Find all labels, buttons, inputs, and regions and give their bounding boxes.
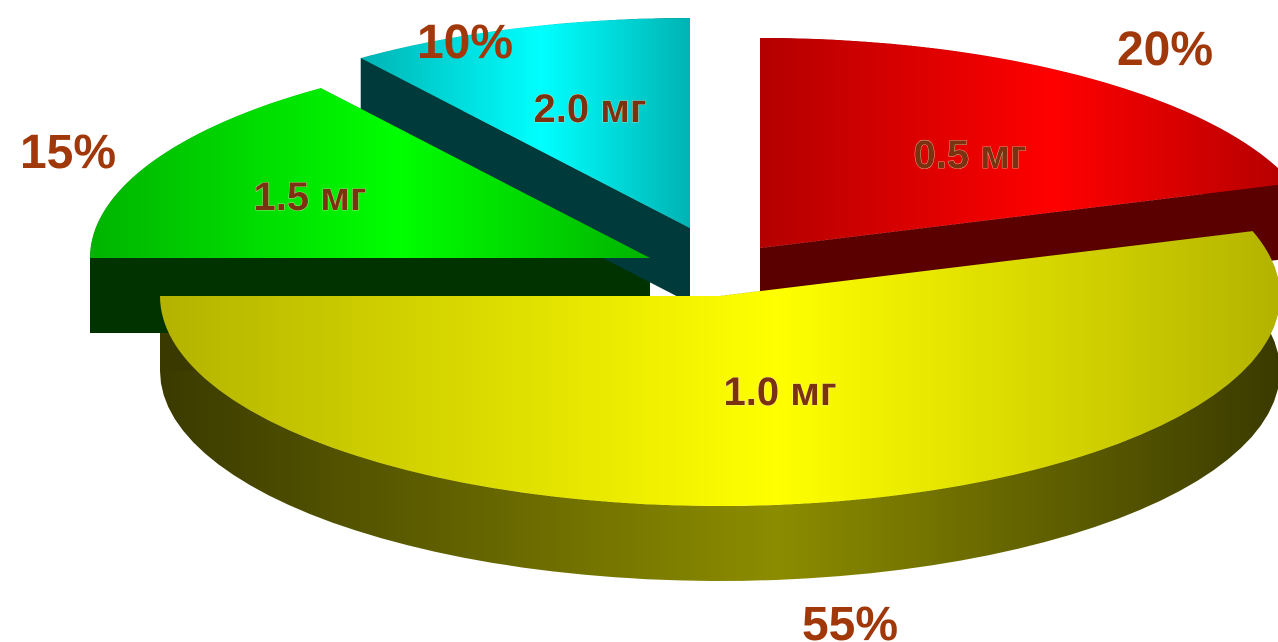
- slice-label-1: 1.0 мг: [724, 370, 837, 414]
- slice-labels: 0.5 мг 1.0 мг 1.5 мг 2.0 мг: [253, 87, 1027, 415]
- slice-2: [90, 88, 650, 258]
- percent-labels: 20% 55% 15% 10%: [20, 16, 1213, 642]
- percent-label-2: 15%: [20, 126, 116, 179]
- slice-label-0: 0.5 мг: [914, 133, 1027, 177]
- percent-label-0: 20%: [1117, 23, 1213, 76]
- slice-label-3: 2.0 мг: [534, 87, 647, 131]
- slice-1: [160, 231, 1278, 507]
- slice-3: [360, 18, 690, 228]
- slice-tops: [90, 18, 1278, 507]
- percent-label-1: 55%: [802, 598, 898, 642]
- slice-wall-1: [160, 231, 1278, 581]
- percent-label-3: 10%: [417, 16, 513, 69]
- slice-label-2: 1.5 мг: [254, 175, 367, 219]
- slice-0: [760, 38, 1278, 248]
